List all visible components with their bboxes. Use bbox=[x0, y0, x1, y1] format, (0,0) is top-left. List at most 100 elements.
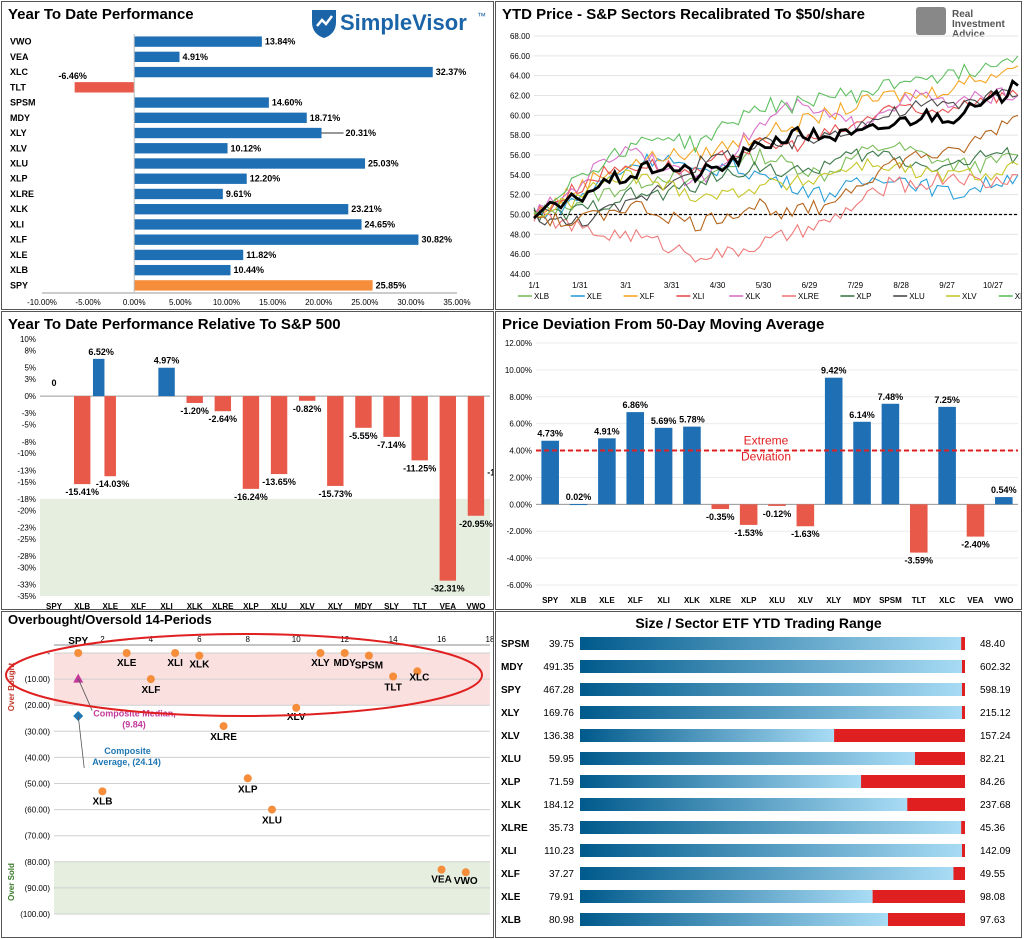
composite-average-label: Average, (24.14) bbox=[92, 757, 161, 767]
relative-performance-panel: Year To Date Performance Relative To S&P… bbox=[1, 311, 494, 610]
y-tick-label: -2.00% bbox=[507, 527, 532, 536]
x-tick-label: 16 bbox=[437, 635, 446, 644]
composite-median-label: Composite Median, bbox=[93, 709, 176, 719]
category-label: XLRE bbox=[10, 189, 34, 199]
bar bbox=[683, 426, 701, 505]
y-tick-label: -35% bbox=[17, 592, 36, 601]
y-tick-label: 8.00% bbox=[509, 393, 532, 402]
value-label: 11.82% bbox=[246, 250, 276, 260]
high-value: 45.36 bbox=[980, 823, 1005, 834]
series-line bbox=[533, 146, 1019, 223]
simplevisor-logo-tm: ™ bbox=[477, 11, 486, 21]
x-tick-label: XLB bbox=[74, 602, 90, 610]
value-label: -13.65% bbox=[262, 477, 296, 487]
high-value: 49.55 bbox=[980, 869, 1005, 880]
y-tick-label: -33% bbox=[17, 581, 36, 590]
category-label: XLK bbox=[10, 204, 29, 214]
y-tick-label: 56.00 bbox=[510, 151, 531, 160]
trading-range-panel: Size / Sector ETF YTD Trading Range SPSM… bbox=[495, 611, 1022, 938]
y-tick-label: 44.00 bbox=[510, 270, 531, 279]
value-label: 4.73% bbox=[537, 429, 563, 439]
bar bbox=[541, 440, 559, 505]
average-leader bbox=[77, 715, 85, 769]
x-tick-label: 18 bbox=[486, 635, 494, 644]
y-tick-label: -3% bbox=[22, 409, 36, 418]
y-tick-label: 6.00% bbox=[509, 420, 532, 429]
value-label: -0.82% bbox=[293, 404, 322, 414]
y-tick-label: 50.00 bbox=[510, 211, 531, 220]
x-tick-label: 3/1 bbox=[620, 281, 632, 290]
x-tick-label: SPSM bbox=[879, 596, 902, 605]
y-tick-label: (40.00) bbox=[25, 753, 51, 762]
high-value: 84.26 bbox=[980, 777, 1005, 788]
legend-label: XLC bbox=[1015, 292, 1022, 301]
y-tick-label: -15% bbox=[17, 478, 36, 487]
green-zone bbox=[40, 498, 490, 596]
range-bar-red bbox=[953, 867, 965, 880]
value-label: 18.71% bbox=[310, 113, 341, 123]
value-label: 24.65% bbox=[365, 219, 396, 229]
scatter-point bbox=[413, 667, 422, 676]
price-deviation-panel: Price Deviation From 50-Day Moving Avera… bbox=[495, 311, 1022, 610]
ytd-price-title: YTD Price - S&P Sectors Recalibrated To … bbox=[502, 6, 865, 23]
point-label: XLF bbox=[141, 685, 160, 696]
legend-label: XLU bbox=[909, 292, 925, 301]
scatter-point bbox=[219, 722, 228, 731]
range-bar-blue bbox=[580, 844, 965, 857]
point-label: SPY bbox=[68, 636, 88, 647]
y-tick-label: -4.00% bbox=[507, 554, 532, 563]
ticker-label: XLRE bbox=[501, 823, 528, 834]
x-tick-label: 0.00% bbox=[123, 298, 146, 307]
y-tick-label: (30.00) bbox=[25, 727, 51, 736]
x-tick-label: XLV bbox=[300, 602, 316, 610]
series-line bbox=[533, 157, 1019, 218]
low-value: 110.23 bbox=[544, 846, 574, 857]
legend-label: XLF bbox=[640, 292, 655, 301]
scatter-point bbox=[268, 805, 276, 814]
scatter-point bbox=[364, 651, 373, 660]
series-line bbox=[533, 65, 1019, 216]
bar bbox=[411, 396, 428, 461]
bar bbox=[270, 396, 288, 475]
low-value: 184.12 bbox=[543, 800, 574, 811]
x-tick-label: XLC bbox=[939, 596, 955, 605]
value-label: 30.82% bbox=[421, 235, 452, 245]
category-label: XLE bbox=[10, 250, 28, 260]
x-tick-label: 12 bbox=[340, 635, 349, 644]
y-tick-label: -20% bbox=[17, 506, 36, 515]
value-label: 10.44% bbox=[234, 265, 265, 275]
category-label: TLT bbox=[10, 82, 26, 92]
value-label: 9.61% bbox=[226, 189, 252, 199]
overbought-oversold-chart: - (10.00) (20.00) (30.00) (40.00) (50.00) (60.… bbox=[5, 633, 494, 919]
ytd-price-panel: YTD Price - S&P Sectors Recalibrated To … bbox=[495, 1, 1022, 310]
scatter-point bbox=[243, 774, 252, 783]
range-bar-red bbox=[907, 798, 965, 811]
threshold-label: Deviation bbox=[741, 450, 791, 464]
legend-label: XLV bbox=[962, 292, 977, 301]
range-bar-blue bbox=[580, 913, 888, 926]
value-label: 5.78% bbox=[679, 415, 705, 425]
x-tick-label: 8 bbox=[246, 635, 251, 644]
value-label: 7.25% bbox=[934, 395, 960, 405]
range-bar-red bbox=[962, 706, 965, 719]
y-tick-label: (90.00) bbox=[25, 884, 51, 893]
bar bbox=[158, 367, 175, 397]
y-tick-label: -8% bbox=[22, 438, 36, 447]
low-value: 169.76 bbox=[543, 708, 574, 719]
x-tick-label: SPY bbox=[46, 602, 63, 610]
ticker-label: XLP bbox=[501, 777, 521, 788]
composite-median-label: (9.84) bbox=[122, 720, 146, 730]
legend-label: XLI bbox=[692, 292, 704, 301]
series-line bbox=[533, 89, 1019, 218]
highlight-ellipse bbox=[5, 633, 483, 717]
bar bbox=[383, 396, 400, 437]
x-tick-label: 6/29 bbox=[802, 281, 818, 290]
value-label: 9.42% bbox=[821, 366, 847, 376]
value-label: 6.52% bbox=[88, 347, 114, 357]
range-bar-blue bbox=[580, 867, 954, 880]
bar bbox=[739, 504, 758, 525]
x-tick-label: XLF bbox=[628, 596, 643, 605]
shield-icon bbox=[312, 10, 336, 38]
value-label: 0.02% bbox=[566, 492, 592, 502]
